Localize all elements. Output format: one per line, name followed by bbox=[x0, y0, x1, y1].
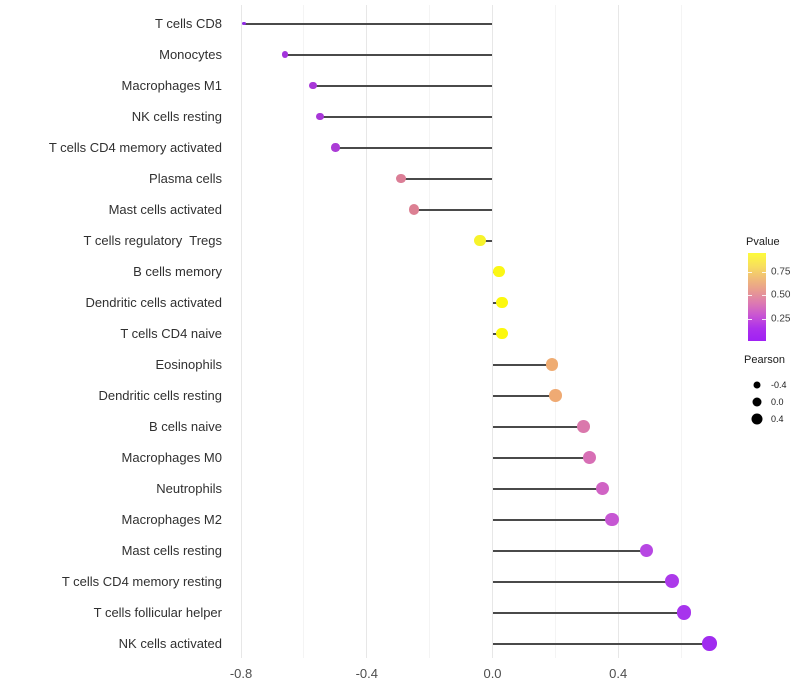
lollipop-stem bbox=[335, 146, 493, 149]
colorbar-tick bbox=[748, 295, 752, 297]
y-axis-label: NK cells activated bbox=[118, 636, 222, 651]
colorbar-tick-label: 0.25 bbox=[771, 313, 791, 325]
lollipop-dot bbox=[315, 112, 324, 121]
lollipop-dot bbox=[396, 173, 407, 184]
colorbar-tick bbox=[748, 319, 752, 320]
lollipop-dot bbox=[583, 451, 597, 464]
lollipop-stem bbox=[413, 208, 493, 211]
lollipop-dot bbox=[281, 51, 289, 58]
lollipop-dot bbox=[605, 512, 619, 527]
y-axis-label: Macrophages M0 bbox=[121, 450, 222, 465]
x-axis-tick-label: -0.8 bbox=[229, 666, 253, 681]
pearson-legend-title: Pearson bbox=[744, 354, 785, 366]
lollipop-stem bbox=[319, 115, 493, 118]
y-axis-label: T cells CD4 memory activated bbox=[48, 140, 222, 155]
lollipop-dot bbox=[309, 81, 318, 90]
y-axis-label: NK cells resting bbox=[131, 109, 222, 124]
y-axis-label: Plasma cells bbox=[149, 171, 222, 186]
y-axis-label: T cells CD4 memory resting bbox=[61, 574, 222, 589]
lollipop-dot bbox=[639, 543, 654, 558]
lollipop-stem bbox=[492, 642, 710, 645]
lollipop-stem bbox=[492, 394, 556, 397]
pvalue-legend-title: Pvalue bbox=[746, 236, 780, 248]
lollipop-dot bbox=[474, 234, 486, 247]
lollipop-dot bbox=[664, 574, 679, 589]
gridline-minor bbox=[554, 5, 556, 658]
x-axis-tick-label: 0.4 bbox=[609, 666, 628, 681]
lollipop-dot bbox=[496, 327, 508, 340]
pearson-legend-dot bbox=[751, 413, 763, 425]
lollipop-dot bbox=[242, 21, 246, 26]
colorbar-tick bbox=[748, 272, 752, 274]
lollipop-stem bbox=[401, 177, 493, 180]
x-axis-tick-label: -0.4 bbox=[355, 666, 378, 681]
y-axis-label: B cells naive bbox=[149, 419, 222, 434]
pearson-legend-label: -0.4 bbox=[771, 380, 787, 390]
colorbar-tick bbox=[762, 295, 766, 297]
gridline-major bbox=[240, 5, 242, 658]
y-axis-label: Macrophages M1 bbox=[121, 78, 222, 93]
lollipop-dot bbox=[677, 605, 692, 620]
y-axis-label: Macrophages M2 bbox=[121, 512, 222, 527]
lollipop-dot bbox=[496, 296, 508, 309]
gridline-minor bbox=[680, 5, 682, 658]
lollipop-dot bbox=[546, 358, 559, 371]
lollipop-stem bbox=[285, 53, 493, 56]
y-axis-label: Eosinophils bbox=[155, 357, 223, 372]
colorbar-tick-label: 0.50 bbox=[771, 289, 791, 301]
y-axis-label: T cells regulatory Tregs bbox=[83, 233, 222, 248]
pearson-legend-dot bbox=[752, 397, 762, 407]
lollipop-stem bbox=[492, 549, 647, 552]
lollipop-dot bbox=[595, 481, 610, 496]
gridline-major bbox=[366, 5, 368, 658]
lollipop-dot bbox=[492, 265, 505, 278]
lollipop-stem bbox=[492, 580, 672, 583]
gridline-major bbox=[617, 5, 619, 658]
lollipop-stem bbox=[479, 239, 493, 242]
pearson-legend-label: 0.4 bbox=[771, 414, 784, 424]
pearson-legend-dot bbox=[753, 381, 761, 389]
y-axis-label: B cells memory bbox=[133, 264, 222, 279]
lollipop-stem bbox=[492, 456, 590, 459]
lollipop-dot bbox=[702, 636, 717, 651]
lollipop-stem bbox=[492, 518, 612, 521]
colorbar-tick bbox=[762, 319, 766, 320]
y-axis-label: T cells CD8 bbox=[155, 16, 222, 31]
colorbar-tick-label: 0.75 bbox=[771, 266, 791, 278]
y-axis-label: Mast cells activated bbox=[108, 202, 222, 217]
lollipop-dot bbox=[549, 389, 562, 402]
lollipop-dot bbox=[577, 420, 591, 433]
x-axis-tick-label: 0.0 bbox=[483, 666, 502, 681]
y-axis-label: Neutrophils bbox=[156, 481, 222, 496]
lollipop-stem bbox=[492, 611, 685, 614]
lollipop-stem bbox=[492, 425, 584, 428]
gridline-minor bbox=[429, 5, 431, 658]
gridline-major bbox=[492, 5, 493, 658]
lollipop-stem bbox=[244, 22, 493, 25]
lollipop-stem bbox=[492, 363, 553, 366]
lollipop-dot bbox=[408, 204, 419, 215]
y-axis-label: Dendritic cells resting bbox=[98, 388, 222, 403]
y-axis-label: Mast cells resting bbox=[121, 543, 222, 558]
colorbar-tick bbox=[762, 272, 766, 274]
y-axis-label: Monocytes bbox=[159, 47, 222, 62]
y-axis-label: T cells CD4 naive bbox=[120, 326, 222, 341]
lollipop-stem bbox=[492, 487, 603, 490]
gridline-minor bbox=[303, 5, 305, 658]
lollipop-stem bbox=[313, 84, 493, 87]
pvalue-colorbar bbox=[748, 253, 766, 341]
lollipop-dot bbox=[331, 143, 340, 152]
y-axis-label: Dendritic cells activated bbox=[85, 295, 222, 310]
y-axis-label: T cells follicular helper bbox=[93, 605, 222, 620]
pearson-legend-label: 0.0 bbox=[771, 397, 784, 407]
